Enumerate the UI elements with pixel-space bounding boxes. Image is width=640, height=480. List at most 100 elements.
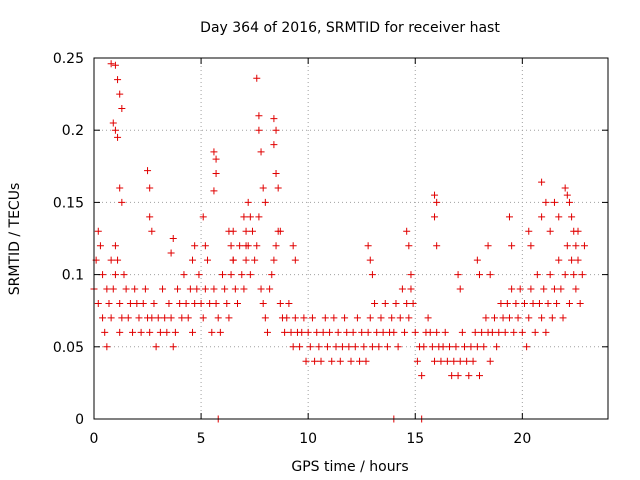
data-point <box>476 372 483 380</box>
data-point <box>131 285 139 293</box>
data-point <box>568 213 576 221</box>
data-point <box>441 328 449 336</box>
data-point <box>238 271 246 279</box>
data-point <box>572 285 580 293</box>
data-point <box>364 242 372 250</box>
data-point <box>531 328 539 336</box>
data-point <box>555 213 563 221</box>
y-tick-label: 0 <box>75 412 84 428</box>
data-point <box>317 357 325 365</box>
data-point <box>124 314 132 322</box>
data-point <box>443 357 451 365</box>
data-point <box>129 328 137 336</box>
data-point <box>473 256 481 264</box>
y-tick-label: 0.1 <box>62 268 84 284</box>
data-point <box>431 191 439 199</box>
data-point <box>201 242 209 250</box>
data-point <box>478 328 486 336</box>
data-point <box>550 285 558 293</box>
data-point <box>270 115 278 123</box>
data-point <box>214 314 222 322</box>
data-point <box>159 285 167 293</box>
data-point <box>405 314 413 322</box>
data-point <box>452 343 460 351</box>
data-point <box>501 328 509 336</box>
data-point <box>446 343 454 351</box>
data-point <box>542 198 550 206</box>
data-point <box>403 227 411 235</box>
data-point <box>375 343 383 351</box>
data-point <box>476 271 483 279</box>
data-point <box>289 343 297 351</box>
data-point <box>555 256 563 264</box>
data-point <box>223 299 231 307</box>
data-point <box>259 299 267 307</box>
data-point <box>291 314 299 322</box>
data-point <box>319 328 327 336</box>
data-point <box>156 328 164 336</box>
data-point <box>109 119 117 127</box>
x-tick-label: 20 <box>513 431 531 447</box>
data-point <box>152 343 160 351</box>
data-point <box>195 271 203 279</box>
data-point <box>114 133 122 141</box>
data-point <box>120 271 128 279</box>
data-point <box>570 227 578 235</box>
data-point <box>550 198 558 206</box>
data-point <box>568 256 576 264</box>
data-point <box>248 227 256 235</box>
data-point <box>221 285 229 293</box>
data-point <box>281 328 289 336</box>
data-point <box>341 314 349 322</box>
data-point <box>343 328 351 336</box>
data-point <box>563 242 571 250</box>
data-point <box>345 343 353 351</box>
data-point <box>146 213 154 221</box>
data-point <box>334 328 342 336</box>
data-point <box>527 242 535 250</box>
data-point <box>167 314 175 322</box>
data-point <box>437 357 445 365</box>
data-point <box>364 328 372 336</box>
chart-title: Day 364 of 2016, SRMTID for receiver has… <box>200 20 500 36</box>
data-point <box>484 242 492 250</box>
data-point <box>454 372 462 380</box>
data-point <box>553 299 561 307</box>
data-point <box>486 357 494 365</box>
data-point <box>109 285 117 293</box>
x-tick-label: 10 <box>299 431 317 447</box>
data-point <box>420 343 428 351</box>
data-point <box>270 141 278 149</box>
data-point <box>493 343 501 351</box>
data-point <box>409 299 417 307</box>
data-point <box>114 256 122 264</box>
data-point <box>433 242 441 250</box>
data-point <box>538 213 546 221</box>
data-point <box>191 242 199 250</box>
data-point <box>433 328 441 336</box>
data-point <box>154 314 162 322</box>
data-point <box>99 271 107 279</box>
data-point <box>559 314 567 322</box>
data-point <box>523 343 531 351</box>
data-point <box>467 343 475 351</box>
data-point <box>210 285 218 293</box>
data-point <box>107 256 115 264</box>
data-point <box>291 256 299 264</box>
data-point <box>563 191 571 199</box>
data-point <box>219 271 226 279</box>
data-point <box>578 271 586 279</box>
data-point <box>201 285 209 293</box>
data-point <box>516 285 524 293</box>
data-point <box>469 357 477 365</box>
data-point <box>418 372 426 380</box>
data-point <box>191 299 199 307</box>
data-point <box>471 328 479 336</box>
data-point <box>431 213 439 221</box>
data-point <box>463 357 471 365</box>
data-point <box>580 242 588 250</box>
data-point <box>538 178 546 186</box>
data-point <box>544 299 552 307</box>
data-point <box>512 299 520 307</box>
data-point <box>246 213 254 221</box>
